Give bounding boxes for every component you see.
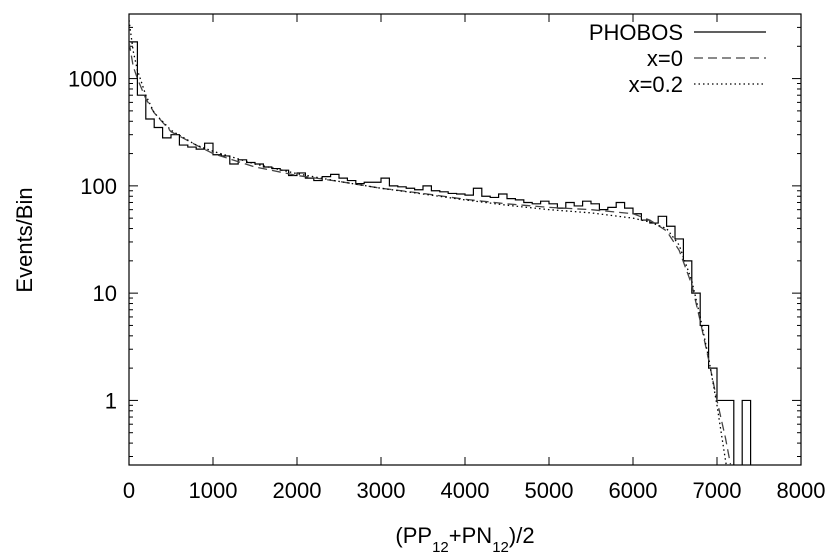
x-tick-label: 7000 — [693, 478, 742, 503]
axis-ticks: 0 1000 2000 3000 4000 5000 6000 7000 8000 1 10 100 1… — [68, 13, 826, 503]
y-tick-label: 10 — [93, 281, 117, 306]
y-tick-label: 100 — [80, 174, 117, 199]
legend-phobos-label: PHOBOS — [589, 20, 683, 45]
series-phobos-line — [129, 41, 752, 465]
x-tick-label: 2000 — [273, 478, 322, 503]
x-tick-label: 5000 — [525, 478, 574, 503]
legend-x-0-label: x=0 — [647, 46, 683, 71]
y-tick-label: 1 — [105, 388, 117, 413]
x-axis-title-part: 12 — [492, 539, 509, 554]
legend-x-0-2-label: x=0.2 — [629, 72, 683, 97]
x-tick-label: 3000 — [357, 478, 406, 503]
y-axis-title: Events/Bin — [12, 187, 37, 292]
x-tick-label: 6000 — [609, 478, 658, 503]
x-axis-title-part: )/2 — [509, 523, 535, 548]
series-x-0-line — [129, 41, 732, 465]
x-axis-title-part: (PP — [395, 523, 432, 548]
x-tick-label: 1000 — [189, 478, 238, 503]
plot-frame — [128, 13, 802, 466]
series-x-0-2-line — [129, 20, 727, 465]
y-tick-label: 1000 — [68, 67, 117, 92]
x-tick-label: 8000 — [777, 478, 826, 503]
x-axis-title-part: +PN — [449, 523, 492, 548]
x-axis-title-part: 12 — [432, 539, 449, 554]
x-tick-label: 4000 — [441, 478, 490, 503]
x-axis-title: (PP12+PN12)/2 — [395, 523, 534, 554]
series-layer — [129, 20, 752, 465]
x-tick-label: 0 — [123, 478, 135, 503]
